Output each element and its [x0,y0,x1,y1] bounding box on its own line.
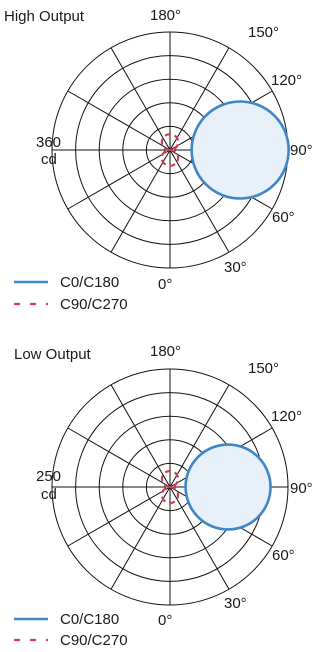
series-c90-c270-curve [160,469,180,505]
polar-chart-high-output: High Output 180° 150° 120° 90° 60° 30° 0… [4,7,313,313]
legend-c0-label: C0/C180 [60,274,119,291]
series-c0-c180-curve [184,443,272,531]
tick-label-0: 0° [158,276,172,293]
radial-max-value: 250 [36,468,61,485]
radial-max-value: 360 [36,134,61,151]
series-c90-c270-curve [160,133,180,167]
tick-label-90: 90° [290,480,313,497]
chart-title: Low Output [14,346,92,363]
series-c0-c180-curve [190,100,290,200]
tick-label-30: 30° [224,595,247,612]
tick-label-180: 180° [150,343,181,360]
legend-c90-label: C90/C270 [60,296,128,313]
radial-unit: cd [41,486,57,503]
tick-label-90: 90° [290,142,313,159]
tick-label-30: 30° [224,259,247,276]
radial-unit: cd [41,151,57,168]
polar-chart-low-output: Low Output 180° 150° 120° 90° 60° 30° 0°… [0,326,331,652]
legend-c0-label: C0/C180 [60,611,119,628]
polar-chart-svg: High Output 180° 150° 120° 90° 60° 30° 0… [4,7,313,313]
tick-label-60: 60° [272,209,295,226]
tick-label-150: 150° [248,360,279,377]
tick-label-60: 60° [272,547,295,564]
legend-c90-label: C90/C270 [60,632,128,649]
chart-title: High Output [4,8,85,25]
tick-label-150: 150° [248,24,279,41]
tick-label-120: 120° [271,72,302,89]
tick-label-120: 120° [271,408,302,425]
polar-chart-svg: Low Output 180° 150° 120° 90° 60° 30° 0°… [14,343,313,649]
tick-label-0: 0° [158,612,172,629]
tick-label-180: 180° [150,7,181,24]
